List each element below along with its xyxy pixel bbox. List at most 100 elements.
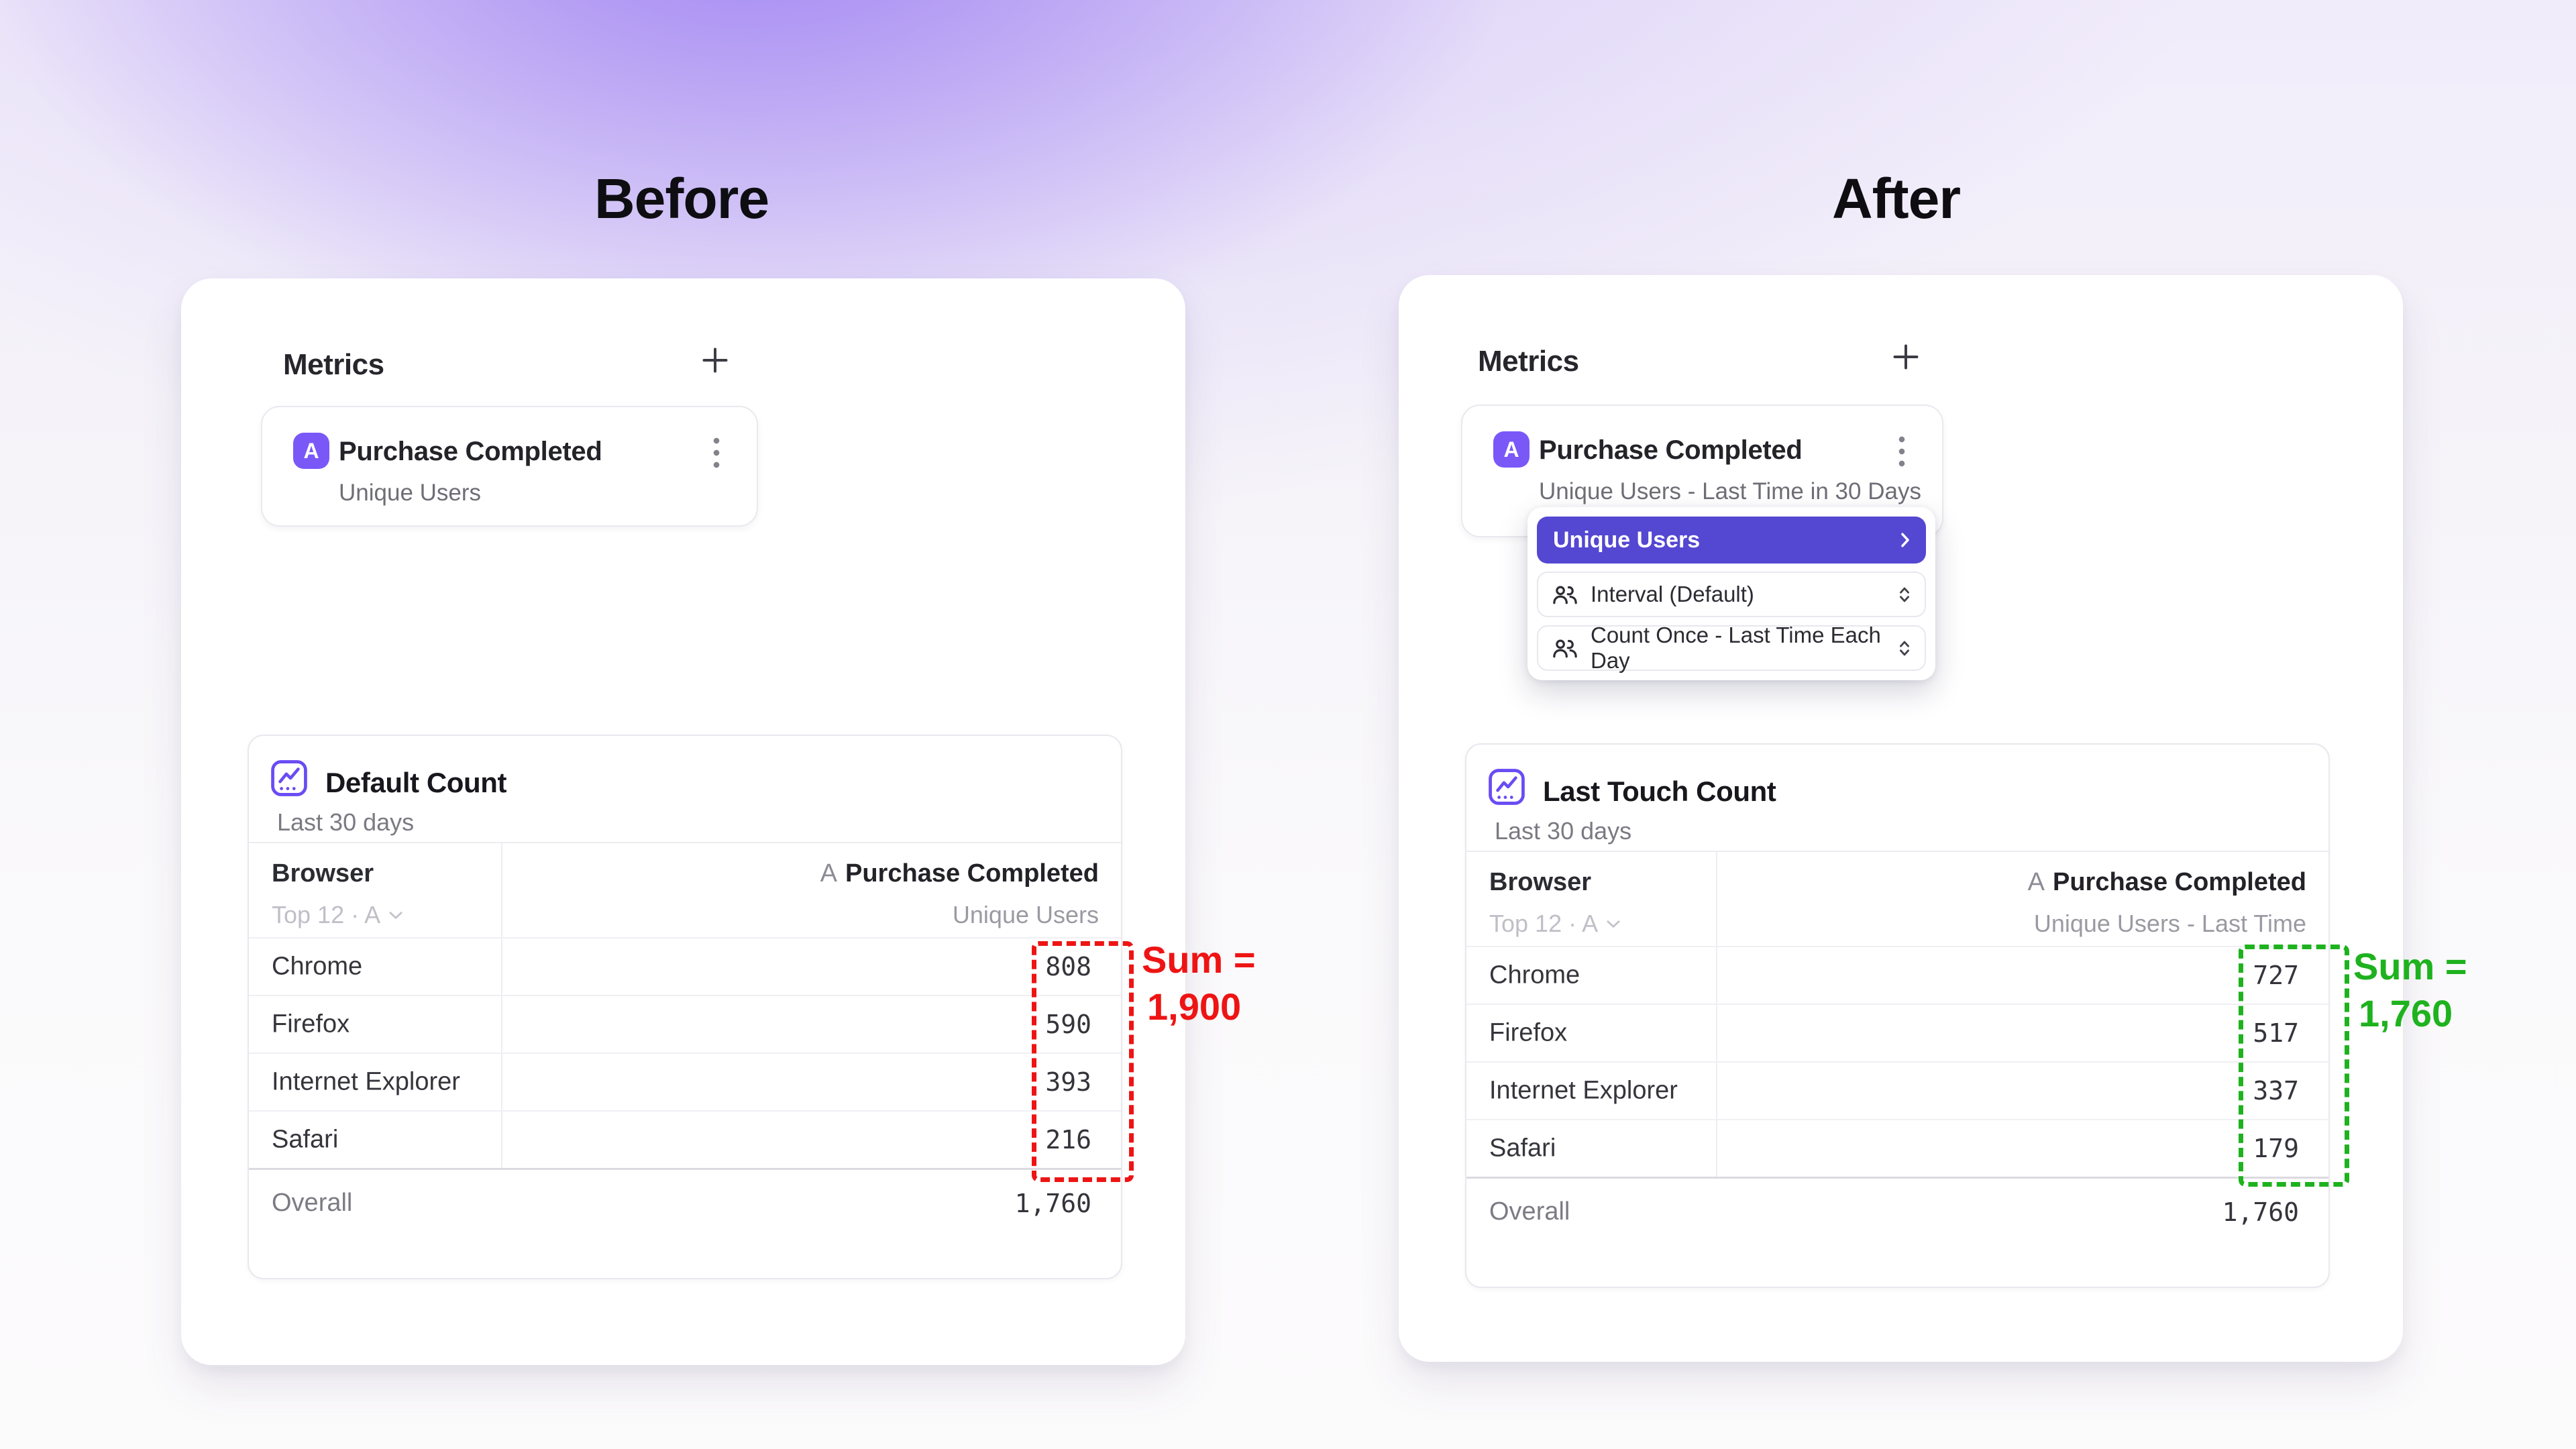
chevron-down-icon xyxy=(1606,920,1621,928)
browser-filter-label: Top 12 · A xyxy=(1489,910,1599,937)
metric-column-header: A Purchase Completed xyxy=(2028,868,2306,897)
metrics-header: Metrics xyxy=(1478,345,1579,378)
plus-icon xyxy=(1891,342,1921,372)
overall-value: 1,760 xyxy=(1014,1189,1091,1218)
add-metric-button[interactable] xyxy=(696,341,734,379)
dropdown-option-count-once[interactable]: Count Once - Last Time Each Day xyxy=(1537,623,1926,673)
header-divider xyxy=(249,842,1121,843)
table-period: Last 30 days xyxy=(277,808,415,836)
browser-column-header: Browser xyxy=(272,859,374,888)
header-divider xyxy=(1466,851,2328,852)
table-row: Chrome 808 xyxy=(249,937,1121,995)
dropdown-selected-label: Unique Users xyxy=(1553,527,1701,553)
dropdown-option-label: Interval (Default) xyxy=(1591,582,1754,606)
dropdown-option-label: Count Once - Last Time Each Day xyxy=(1591,623,1881,673)
chevron-down-icon xyxy=(388,911,403,920)
row-label: Internet Explorer xyxy=(1489,1076,1678,1105)
row-label: Firefox xyxy=(1489,1018,1568,1047)
sum-label: Sum = xyxy=(2353,945,2467,987)
line-chart-icon xyxy=(1487,767,1526,806)
column-divider xyxy=(501,843,502,1168)
table-title: Default Count xyxy=(325,767,507,798)
browser-filter-label: Top 12 · A xyxy=(272,901,381,928)
table-body: Chrome 727 Firefox 517 Internet Explorer… xyxy=(1466,946,2328,1177)
table-row: Chrome 727 xyxy=(1466,946,2328,1004)
row-value: 337 xyxy=(2253,1076,2299,1106)
overall-row: Overall 1,760 xyxy=(1466,1177,2328,1287)
kebab-icon xyxy=(713,437,720,469)
sum-value: 1,760 xyxy=(2359,992,2453,1034)
metric-title: Purchase Completed xyxy=(339,437,602,466)
metric-title: Purchase Completed xyxy=(1539,435,1803,465)
overall-value: 1,760 xyxy=(2222,1197,2299,1227)
table-row: Internet Explorer 337 xyxy=(1466,1061,2328,1119)
table-row: Safari 216 xyxy=(249,1110,1121,1168)
unfold-icon xyxy=(1898,639,1911,658)
breakdown-table-card: Default Count Last 30 days Browser Top 1… xyxy=(248,735,1122,1279)
row-label: Internet Explorer xyxy=(272,1067,460,1096)
row-value: 808 xyxy=(1045,952,1091,981)
sum-value: 1,900 xyxy=(1147,985,1242,1028)
kebab-icon xyxy=(1898,435,1905,468)
breakdown-table-card: Last Touch Count Last 30 days Browser To… xyxy=(1465,743,2330,1288)
after-section-title: After xyxy=(1832,167,1961,230)
row-label: Chrome xyxy=(272,952,363,981)
row-value: 727 xyxy=(2253,961,2299,990)
table-title: Last Touch Count xyxy=(1543,775,1776,807)
row-value: 179 xyxy=(2253,1134,2299,1163)
before-panel: Metrics A Purchase Completed Unique User… xyxy=(181,278,1185,1365)
measured-as-dropdown: Unique Users Interval (Default) xyxy=(1527,507,1935,680)
metric-column-header: A Purchase Completed xyxy=(820,859,1099,888)
table-row: Firefox 590 xyxy=(249,995,1121,1053)
unfold-icon xyxy=(1898,585,1911,604)
metric-subtitle: Unique Users xyxy=(339,480,482,506)
table-row: Safari 179 xyxy=(1466,1119,2328,1177)
overall-row: Overall 1,760 xyxy=(249,1168,1121,1278)
after-sum-annotation: Sum = 1,760 xyxy=(2353,943,2467,1037)
metric-series-prefix: A xyxy=(820,859,837,888)
add-metric-button[interactable] xyxy=(1887,338,1925,376)
after-panel: Metrics A Purchase Completed Unique User… xyxy=(1399,275,2403,1362)
column-divider xyxy=(1716,852,1717,1177)
people-icon xyxy=(1552,584,1578,605)
metric-series-prefix: A xyxy=(2027,868,2045,896)
browser-filter[interactable]: Top 12 · A xyxy=(272,901,403,929)
after-sum-highlight-box xyxy=(2239,945,2349,1187)
row-value: 393 xyxy=(1045,1067,1091,1097)
browser-filter[interactable]: Top 12 · A xyxy=(1489,910,1621,938)
row-label: Chrome xyxy=(1489,961,1580,989)
metric-card[interactable]: A Purchase Completed Unique Users xyxy=(261,406,758,527)
metric-column-title: Purchase Completed xyxy=(845,859,1099,888)
table-row: Firefox 517 xyxy=(1466,1004,2328,1061)
before-sum-highlight-box xyxy=(1032,941,1134,1182)
chevron-right-icon xyxy=(1900,532,1910,548)
metric-badge: A xyxy=(1493,431,1529,468)
metrics-header: Metrics xyxy=(283,348,384,381)
row-value: 517 xyxy=(2253,1018,2299,1048)
before-sum-annotation: Sum = 1,900 xyxy=(1142,936,1256,1030)
dropdown-selected-option[interactable]: Unique Users xyxy=(1537,517,1926,564)
sum-label: Sum = xyxy=(1142,938,1256,981)
row-label: Firefox xyxy=(272,1010,350,1038)
metric-column-title: Purchase Completed xyxy=(2053,868,2306,896)
row-value: 590 xyxy=(1045,1010,1091,1039)
metric-menu-button[interactable] xyxy=(1888,433,1915,470)
line-chart-icon xyxy=(270,759,309,798)
metric-column-subheader: Unique Users xyxy=(952,901,1099,928)
plus-icon xyxy=(700,345,730,375)
metric-column-subheader: Unique Users - Last Time xyxy=(2033,910,2306,937)
people-icon xyxy=(1552,638,1578,659)
table-period: Last 30 days xyxy=(1495,817,1632,845)
row-value: 216 xyxy=(1045,1125,1091,1155)
metric-badge: A xyxy=(293,433,329,469)
browser-column-header: Browser xyxy=(1489,868,1592,896)
dropdown-option-interval[interactable]: Interval (Default) xyxy=(1537,572,1926,617)
row-label: Safari xyxy=(1489,1134,1556,1163)
metric-subtitle: Unique Users - Last Time in 30 Days xyxy=(1539,478,1921,504)
table-body: Chrome 808 Firefox 590 Internet Explorer… xyxy=(249,937,1121,1168)
row-label: Safari xyxy=(272,1125,339,1154)
overall-label: Overall xyxy=(1489,1197,1570,1226)
table-row: Internet Explorer 393 xyxy=(249,1053,1121,1110)
metric-menu-button[interactable] xyxy=(703,434,730,472)
